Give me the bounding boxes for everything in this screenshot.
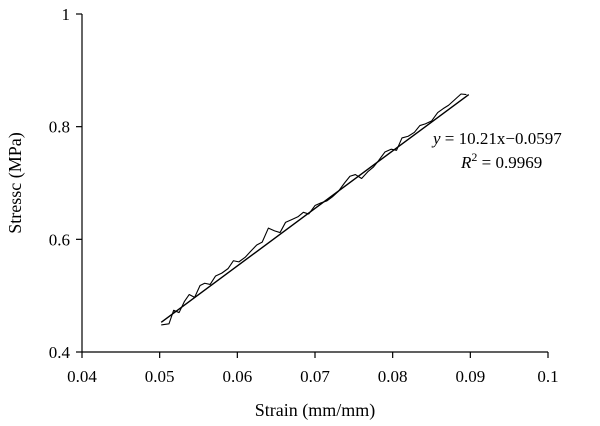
fit-annotation: y = 10.21x−0.0597 R2 = 0.9969: [431, 129, 562, 172]
x-tick-label: 0.1: [537, 367, 558, 386]
x-axis-title: Strain (mm/mm): [255, 400, 376, 421]
r-squared-symbol: R: [460, 153, 472, 172]
x-tick-label: 0.04: [67, 367, 97, 386]
y-tick-label: 0.8: [49, 118, 70, 137]
x-tick-label: 0.07: [300, 367, 330, 386]
x-tick-label: 0.09: [455, 367, 485, 386]
r-squared-exponent: 2: [471, 150, 477, 164]
y-tick-label: 1: [62, 5, 71, 24]
x-tick-label: 0.08: [378, 367, 408, 386]
fit-line: [160, 93, 470, 323]
measured-curve: [161, 93, 467, 326]
r-squared-label: R2 = 0.9969: [460, 150, 542, 172]
ticks: 0.04 0.05 0.06 0.07 0.08 0.09 0.1 0.4 0.6 0.8 1: [49, 5, 559, 386]
equation-expression: = 10.21x−0.0597: [441, 129, 563, 148]
axes: [81, 14, 548, 353]
y-axis-title: Stressc (MPa): [5, 132, 26, 234]
x-tick-label: 0.06: [222, 367, 252, 386]
plot-area: [160, 93, 470, 326]
x-tick-label: 0.05: [145, 367, 175, 386]
y-tick-label: 0.4: [49, 343, 71, 362]
y-tick-label: 0.6: [49, 230, 70, 249]
r-squared-value: = 0.9969: [477, 153, 542, 172]
equation-label: y = 10.21x−0.0597: [431, 129, 562, 148]
equation-y-symbol: y: [431, 129, 441, 148]
